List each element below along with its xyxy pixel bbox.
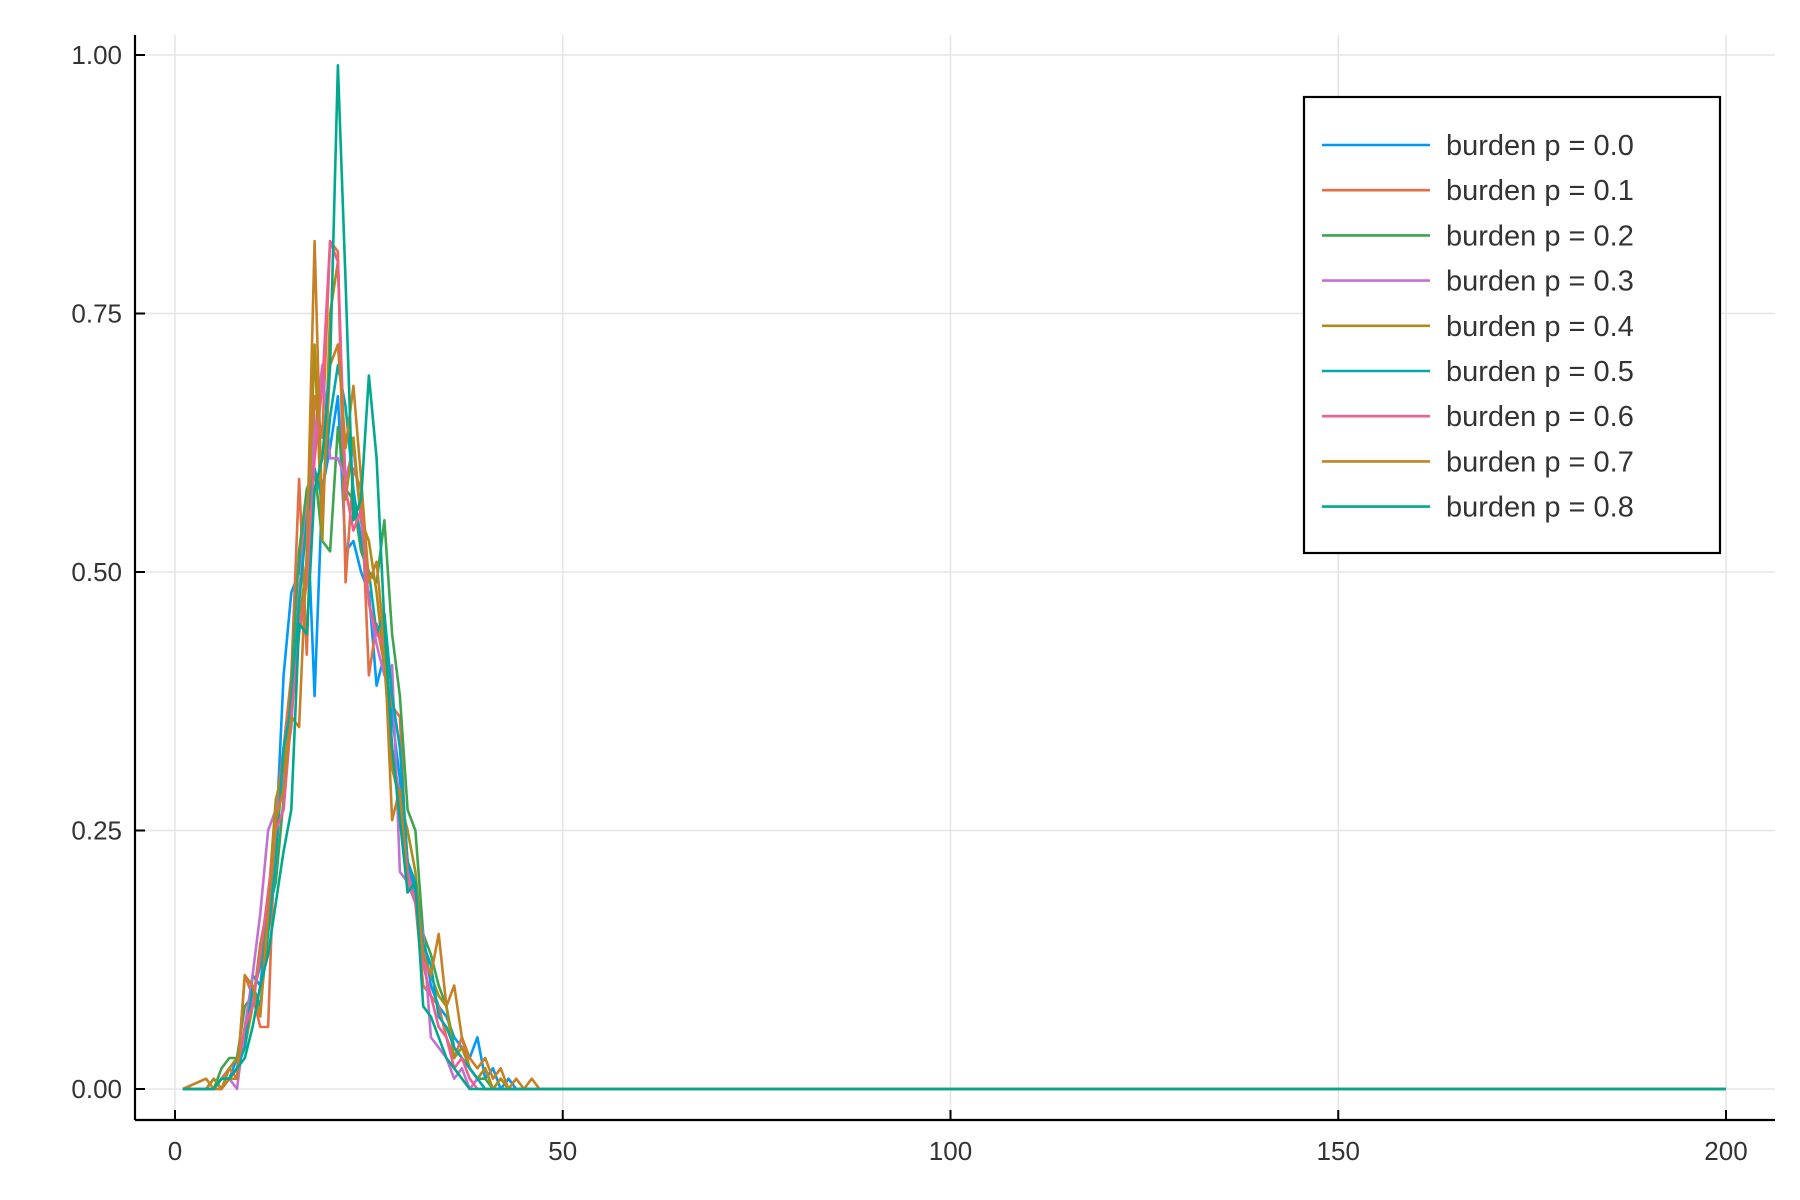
ticks: 0 50 100 150 200 0.00 0.25 0.50 0.75 1.00 — [71, 40, 1747, 1166]
y-tick-label: 0.50 — [71, 557, 122, 587]
legend-items: burden p = 0.0 burden p = 0.1 burden p = 0… — [1322, 130, 1634, 524]
legend-label-3: burden p = 0.3 — [1446, 266, 1634, 298]
series-line-5 — [182, 363, 1726, 1091]
x-tick-label: 0 — [168, 1136, 182, 1166]
y-tick-label: 0.25 — [71, 816, 122, 846]
series-lines — [182, 64, 1726, 1091]
legend: burden p = 0.0 burden p = 0.1 burden p = 0… — [1302, 95, 1722, 555]
legend-label-4: burden p = 0.4 — [1446, 311, 1634, 343]
y-tick-label: 1.00 — [71, 40, 122, 70]
legend-label-1: burden p = 0.1 — [1446, 175, 1634, 207]
x-tick-label: 100 — [929, 1136, 972, 1166]
x-tick-label: 200 — [1704, 1136, 1747, 1166]
legend-label-5: burden p = 0.5 — [1446, 356, 1634, 388]
x-tick-label: 150 — [1317, 1136, 1360, 1166]
y-tick-label: 0.75 — [71, 299, 122, 329]
legend-label-7: burden p = 0.7 — [1446, 446, 1634, 478]
x-tick-label: 50 — [548, 1136, 577, 1166]
legend-label-6: burden p = 0.6 — [1446, 401, 1634, 433]
axes — [133, 35, 1775, 1122]
y-tick-label: 0.00 — [71, 1074, 122, 1104]
series-line-6 — [182, 239, 1726, 1091]
series-line-8 — [182, 64, 1726, 1091]
legend-label-2: burden p = 0.2 — [1446, 220, 1634, 252]
legend-label-8: burden p = 0.8 — [1446, 492, 1634, 524]
legend-label-0: burden p = 0.0 — [1446, 130, 1634, 162]
